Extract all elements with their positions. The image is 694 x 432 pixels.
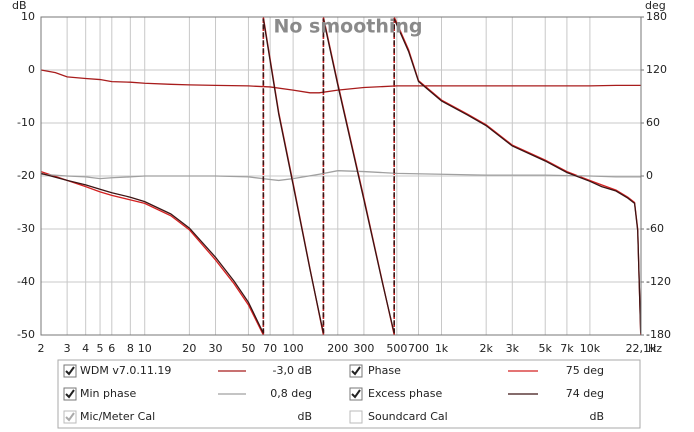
checkmark — [65, 412, 75, 422]
x-tick-label: 4 — [82, 342, 89, 355]
x-tick-label: 3k — [506, 342, 520, 355]
checkmark — [65, 366, 75, 376]
readout: 74 deg — [566, 387, 604, 400]
y2-axis-label: deg — [645, 0, 666, 12]
x-tick-label: 10 — [138, 342, 152, 355]
x-tick-label: 500 — [386, 342, 407, 355]
series-line — [40, 18, 642, 334]
x-tick-label: 700 — [408, 342, 429, 355]
x-tick-label: 20 — [182, 342, 196, 355]
chart-title: No smoothing — [273, 16, 422, 38]
legend-label: Phase — [368, 364, 401, 377]
checkmark — [65, 389, 75, 399]
legend-label: WDM v7.0.11.19 — [80, 364, 171, 377]
x-tick-label: 2k — [479, 342, 493, 355]
y-tick-label: 10 — [21, 10, 35, 23]
legend-panel — [57, 359, 641, 429]
calibration-unit: dB — [589, 410, 604, 423]
y-tick-label: -40 — [17, 275, 35, 288]
x-tick-label: 10k — [580, 342, 601, 355]
checkmark — [351, 366, 361, 376]
y-tick-label: -50 — [17, 328, 35, 341]
x-tick-label: 50 — [241, 342, 255, 355]
x-tick-label: 22,1k — [626, 342, 657, 355]
readout: -3,0 dB — [273, 364, 313, 377]
y2-tick-label: -180 — [646, 328, 671, 341]
calibration-unit: dB — [297, 410, 312, 423]
y2-tick-label: 180 — [646, 10, 667, 23]
x-tick-label: 5 — [97, 342, 104, 355]
readout: 75 deg — [566, 364, 604, 377]
calibration-label: Soundcard Cal — [368, 410, 448, 423]
x-tick-label: 30 — [209, 342, 223, 355]
curves — [40, 16, 642, 336]
legend-label: Excess phase — [368, 387, 442, 400]
x-tick-label: 3 — [64, 342, 71, 355]
y-axis-label: dB — [12, 0, 27, 12]
y-tick-label: -10 — [17, 116, 35, 129]
x-tick-label: 6 — [108, 342, 115, 355]
y-tick-label: 0 — [28, 63, 35, 76]
x-tick-label: 100 — [283, 342, 304, 355]
y2-tick-label: -60 — [646, 222, 664, 235]
readout: 0,8 deg — [270, 387, 312, 400]
y-tick-label: -20 — [17, 169, 35, 182]
calibration-label: Mic/Meter Cal — [80, 410, 155, 423]
x-tick-label: 300 — [353, 342, 374, 355]
checkbox[interactable] — [349, 410, 363, 424]
panel-rows: WDM v7.0.11.19 -3,0 dB Phase 75 deg Min phas… — [63, 364, 604, 424]
legend-label: Min phase — [80, 387, 136, 400]
x-axis-label: Hz — [648, 342, 662, 355]
y2-tick-label: 60 — [646, 116, 660, 129]
checkmark — [351, 389, 361, 399]
x-tick-label: 1k — [435, 342, 449, 355]
x-tick-label: 2 — [38, 342, 45, 355]
x-tick-label: 200 — [327, 342, 348, 355]
y2-tick-label: -120 — [646, 275, 671, 288]
y2-tick-label: 120 — [646, 63, 667, 76]
y-tick-label: -30 — [17, 222, 35, 235]
x-tick-label: 70 — [263, 342, 277, 355]
series-line — [40, 69, 641, 94]
x-tick-label: 7k — [560, 342, 574, 355]
x-tick-label: 5k — [539, 342, 553, 355]
x-tick-label: 8 — [127, 342, 134, 355]
series-line — [40, 170, 641, 182]
y2-tick-label: 0 — [646, 169, 653, 182]
